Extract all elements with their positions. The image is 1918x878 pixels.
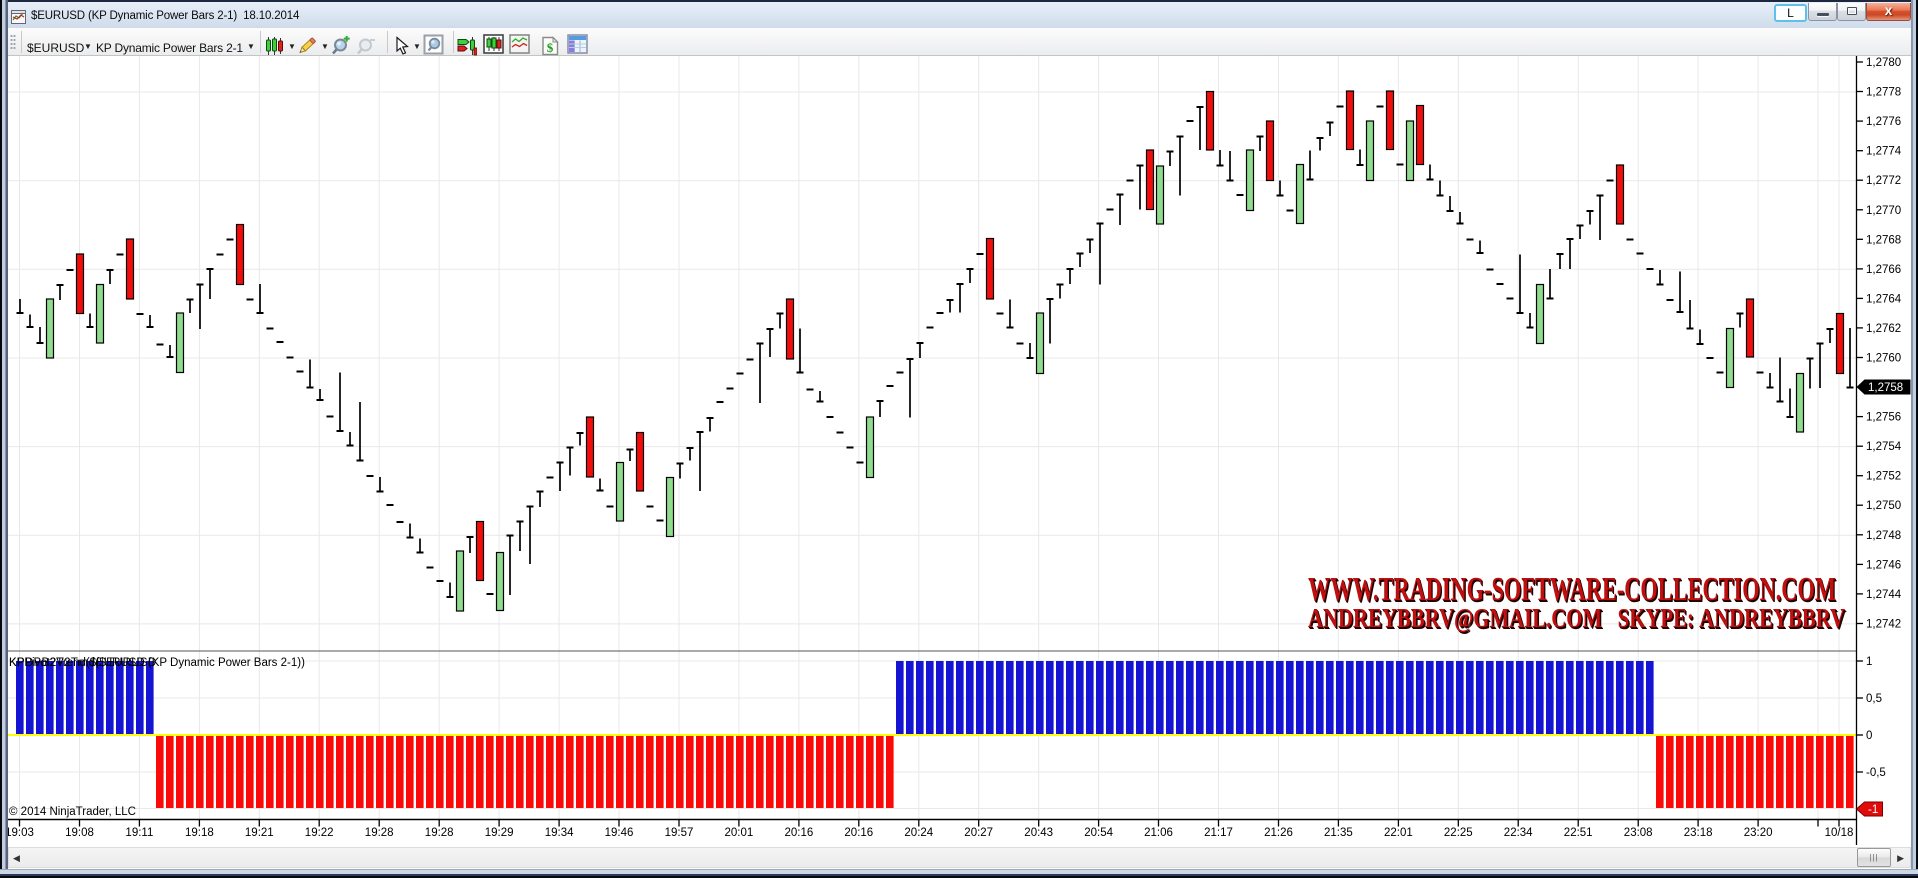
svg-text:20:16: 20:16: [844, 827, 873, 839]
svg-text:20:24: 20:24: [904, 827, 933, 839]
svg-text:21:06: 21:06: [1144, 827, 1173, 839]
svg-text:0: 0: [1866, 730, 1872, 742]
svg-text:19:11: 19:11: [125, 827, 153, 839]
svg-text:20:16: 20:16: [785, 827, 814, 839]
svg-text:19:22: 19:22: [305, 827, 334, 839]
svg-text:1,2746: 1,2746: [1866, 559, 1901, 571]
svg-text:1,2774: 1,2774: [1866, 146, 1902, 158]
svg-text:1,2776: 1,2776: [1866, 116, 1901, 128]
svg-text:1,2764: 1,2764: [1866, 293, 1902, 305]
svg-text:23:20: 23:20: [1744, 827, 1773, 839]
svg-text:1,2752: 1,2752: [1866, 471, 1901, 483]
svg-text:19:28: 19:28: [425, 827, 454, 839]
svg-text:19:03: 19:03: [8, 827, 34, 839]
svg-text:22:34: 22:34: [1504, 827, 1533, 839]
svg-text:23:18: 23:18: [1684, 827, 1713, 839]
svg-text:1,2770: 1,2770: [1866, 205, 1901, 217]
svg-text:22:51: 22:51: [1564, 827, 1593, 839]
svg-text:19:08: 19:08: [65, 827, 94, 839]
svg-text:19:57: 19:57: [665, 827, 694, 839]
svg-text:19:28: 19:28: [365, 827, 394, 839]
svg-text:-1: -1: [1868, 804, 1878, 816]
svg-text:19:29: 19:29: [485, 827, 514, 839]
svg-text:21:35: 21:35: [1324, 827, 1353, 839]
svg-text:1,2742: 1,2742: [1866, 619, 1901, 631]
svg-text:1,2748: 1,2748: [1866, 530, 1901, 542]
svg-text:22:25: 22:25: [1444, 827, 1473, 839]
svg-text:19:18: 19:18: [185, 827, 214, 839]
svg-text:1,2744: 1,2744: [1866, 589, 1902, 601]
svg-text:1,2760: 1,2760: [1866, 353, 1901, 365]
svg-text:1: 1: [1866, 656, 1872, 668]
svg-text:20:43: 20:43: [1024, 827, 1053, 839]
svg-text:1,2766: 1,2766: [1866, 264, 1901, 276]
svg-text:21:17: 21:17: [1204, 827, 1233, 839]
svg-text:20:01: 20:01: [725, 827, 754, 839]
svg-text:22:01: 22:01: [1384, 827, 1413, 839]
svg-text:10/18: 10/18: [1825, 827, 1854, 839]
svg-text:1,2772: 1,2772: [1866, 175, 1901, 187]
svg-text:0,5: 0,5: [1866, 693, 1882, 705]
svg-text:-0,5: -0,5: [1866, 767, 1886, 779]
svg-text:1,2758: 1,2758: [1868, 382, 1903, 394]
svg-text:1,2754: 1,2754: [1866, 441, 1902, 453]
svg-text:1,2750: 1,2750: [1866, 500, 1901, 512]
svg-text:1,2762: 1,2762: [1866, 323, 1901, 335]
svg-text:19:21: 19:21: [245, 827, 274, 839]
svg-text:19:34: 19:34: [545, 827, 574, 839]
svg-text:19:46: 19:46: [605, 827, 634, 839]
svg-text:1,2778: 1,2778: [1866, 87, 1901, 99]
svg-text:1,2756: 1,2756: [1866, 412, 1901, 424]
svg-text:21:26: 21:26: [1264, 827, 1293, 839]
svg-text:20:27: 20:27: [964, 827, 993, 839]
svg-text:1,2780: 1,2780: [1866, 57, 1901, 69]
svg-text:20:54: 20:54: [1084, 827, 1113, 839]
svg-text:23:08: 23:08: [1624, 827, 1653, 839]
svg-text:1,2768: 1,2768: [1866, 234, 1901, 246]
svg-text:$: $: [547, 40, 554, 55]
